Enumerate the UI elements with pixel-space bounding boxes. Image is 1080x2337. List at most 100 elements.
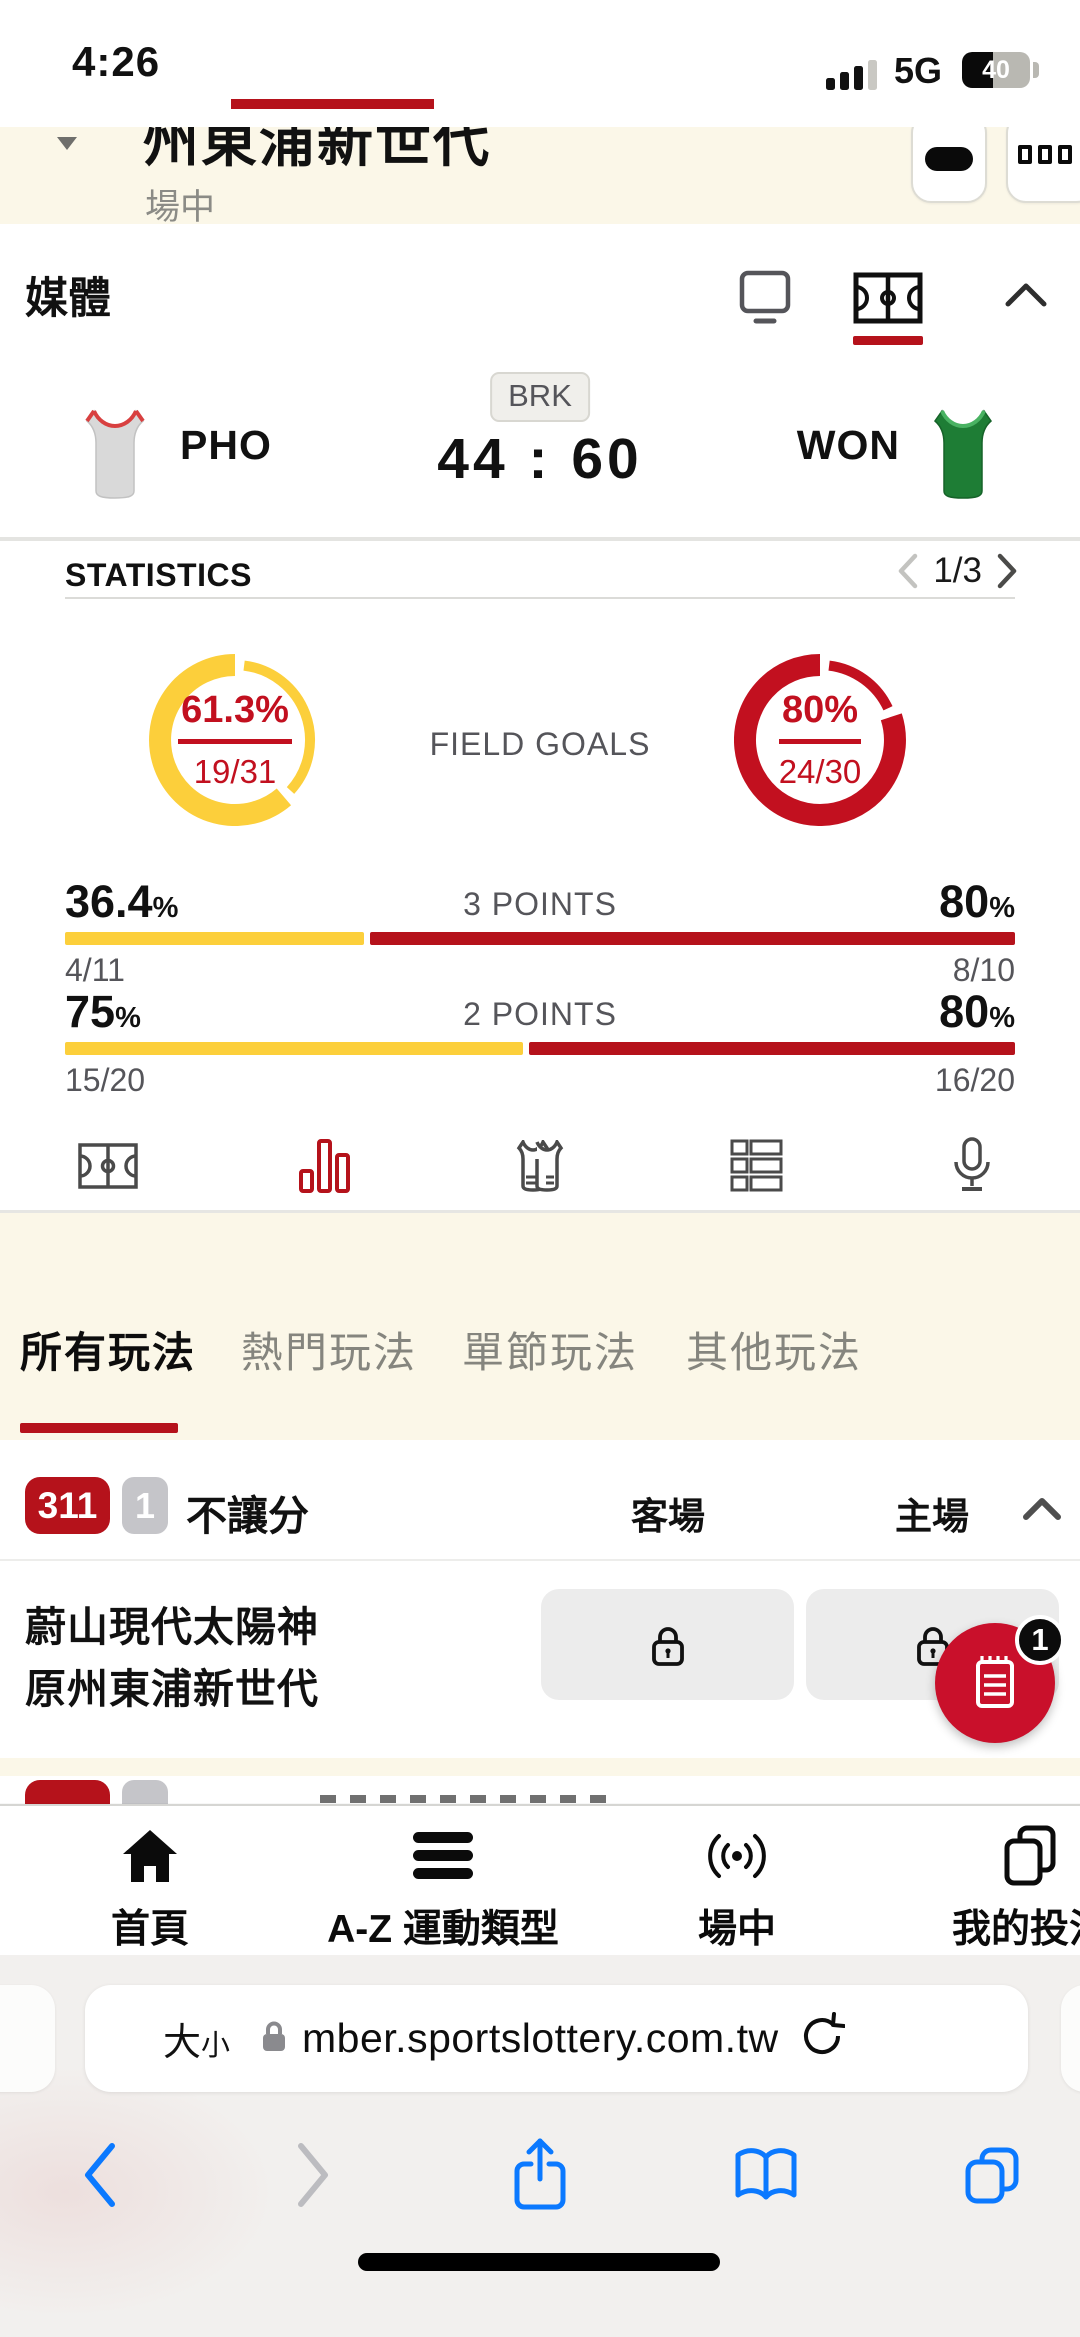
forward-button[interactable] [268,2130,358,2220]
stat-row-3points: 36.4% 3 POINTS 80% 4/11 8/10 [0,876,1080,988]
statistics-underline [65,597,1015,599]
monitor-icon [739,270,791,324]
home-made-attempt: 16/20 [934,1062,1015,1098]
statistics-title: STATISTICS [65,557,252,593]
clipped-text [320,1795,610,1803]
previous-tab-edge[interactable] [0,1985,55,2092]
tab-popular-plays[interactable]: 熱門玩法 [241,1329,418,1376]
menu-icon [411,1824,475,1888]
comparison-bar [65,932,1015,945]
chevron-down-icon[interactable] [57,137,77,150]
chevron-left-icon[interactable] [897,553,919,589]
collapse-market-button[interactable] [1018,1494,1066,1524]
tab-commentary-view[interactable] [864,1096,1080,1210]
video-stream-button[interactable] [731,268,799,328]
betslip-floating-button[interactable]: 1 [935,1615,1065,1743]
away-odds-button-locked[interactable] [541,1589,794,1700]
address-bar[interactable]: 大小 mber.sportslottery.com.tw [85,1985,1028,2092]
nav-in-play[interactable]: 場中 [587,1806,887,1957]
away-team-name: 蔚山現代太陽神 [25,1604,319,1650]
chevron-up-icon [1005,283,1047,307]
tab-quarter-plays[interactable]: 單節玩法 [462,1329,639,1376]
list-icon [730,1139,783,1192]
away-made-attempt: 15/20 [65,1062,146,1098]
signal-strength-icon [826,60,877,90]
statistics-header: STATISTICS 1/3 [0,541,1080,600]
bottom-navigation: 首頁 A-Z 運動類型 場中 我的投注 [0,1804,1080,1955]
home-fg-percent: 80% [778,689,862,744]
score-separator: : [528,427,552,491]
market-code-badge: 311 [25,1477,110,1534]
away-field-goal-donut: 61.3% 19/31 [149,654,321,826]
away-fg-percent: 61.3% [178,689,292,744]
tab-lineups-view[interactable] [432,1096,648,1210]
tabs-button[interactable] [947,2130,1037,2220]
tab-statistics-view[interactable] [216,1096,432,1210]
stat-label: 2 POINTS [463,996,617,1032]
app-header: 州東浦新世代 場中 [0,127,1080,224]
home-indicator[interactable] [358,2253,720,2271]
share-button[interactable] [495,2130,585,2220]
court-icon [853,272,923,324]
bar-chart-icon [299,1139,350,1193]
betslip-count-badge: 1 [1015,1615,1065,1665]
live-court-button[interactable] [851,268,925,328]
stat-row-2points: 75% 2 POINTS 80% 15/20 16/20 [0,986,1080,1098]
microphone-icon [954,1137,990,1191]
reload-button[interactable] [801,2012,846,2065]
away-team-code: PHO [180,422,272,468]
stats-toggle-button[interactable] [1006,127,1080,203]
url-text: mber.sportslottery.com.tw [302,2015,779,2061]
away-jersey-icon [85,409,145,499]
active-play-tab-underline [20,1423,178,1433]
match-title: 州東浦新世代 [143,127,491,173]
market-header: 311 1 不讓分 客場 主場 [0,1440,1080,1559]
stat-label: 3 POINTS [463,886,617,922]
next-market-row-partial [0,1776,1080,1804]
next-tab-edge[interactable] [1061,1985,1080,2092]
tab-all-plays[interactable]: 所有玩法 [20,1329,197,1376]
tab-other-plays[interactable]: 其他玩法 [686,1329,863,1376]
page-indicator: 1/3 [933,551,982,590]
bookmarks-button[interactable] [721,2130,811,2220]
battery-nub [1033,62,1039,78]
comparison-bar [65,1042,1015,1055]
betslip-icon [976,1656,1014,1708]
statistics-pager: 1/3 [897,551,1018,591]
score-pill-icon [925,147,973,171]
home-pct: 80% [939,986,1015,1037]
home-column-label: 主場 [895,1496,969,1537]
home-team-name: 原州東浦新世代 [25,1666,319,1712]
nav-home[interactable]: 首頁 [0,1806,300,1957]
field-goals-label: FIELD GOALS [429,726,651,762]
nav-my-bets[interactable]: 我的投注 [880,1806,1080,1957]
status-bar: 4:26 5G 40 [0,0,1080,127]
tab-court-view[interactable] [0,1096,216,1210]
score-line: 44 : 60 [0,426,1080,492]
pages-icon [1002,1824,1058,1888]
donut-chart-away [149,654,315,826]
section-divider [0,537,1080,541]
market-selection-row: 蔚山現代太陽神 原州東浦新世代 1 [0,1561,1080,1758]
players-icon [516,1140,564,1192]
home-score: 60 [571,427,643,491]
active-tab-underline [231,99,434,109]
battery-icon: 40 [962,52,1030,88]
market-count-badge: 1 [122,1477,168,1534]
away-pct: 36.4% [65,876,179,927]
live-status-label: 場中 [145,188,216,224]
lock-icon [260,2018,288,2059]
away-pct: 75% [65,986,141,1037]
nav-az-sports[interactable]: A-Z 運動類型 [293,1806,593,1957]
status-time: 4:26 [72,38,161,85]
back-button[interactable] [55,2130,145,2220]
home-team-code: WON [796,422,900,468]
collapse-media-button[interactable] [1000,278,1052,312]
chevron-right-icon[interactable] [996,553,1018,589]
tab-markets-view[interactable] [648,1096,864,1210]
donut-chart-home [734,654,906,826]
media-section-title: 媒體 [25,275,111,323]
home-made-attempt: 8/10 [952,952,1015,988]
scoreboard-toggle-button[interactable] [911,127,987,203]
text-size-button[interactable]: 大小 [163,2022,231,2064]
